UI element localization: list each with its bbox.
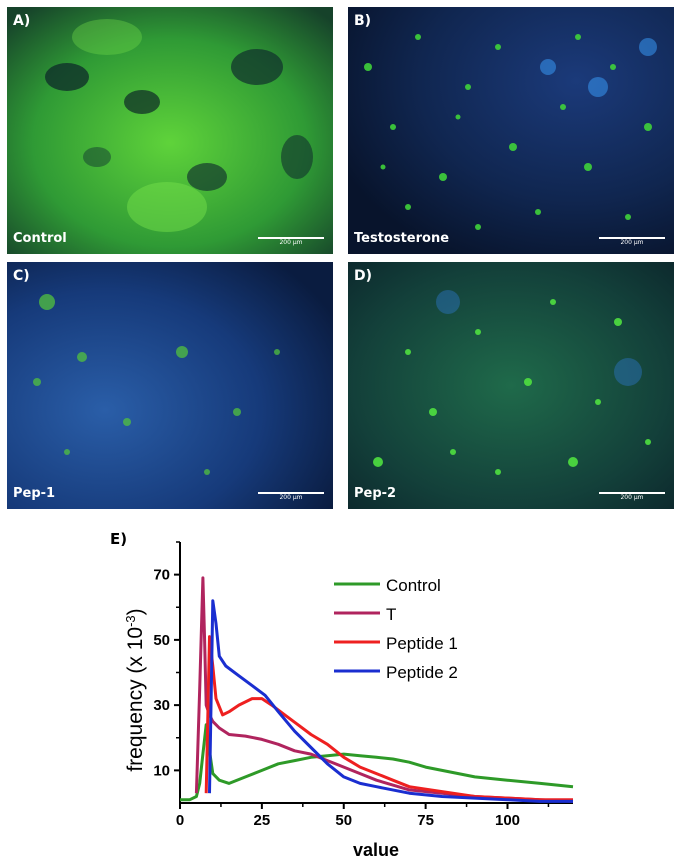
legend-label: Peptide 2 xyxy=(386,663,458,682)
x-tick-label: 100 xyxy=(495,812,520,829)
y-tick-label: 10 xyxy=(153,762,170,779)
y-tick-label: 70 xyxy=(153,567,170,584)
micrograph-panel-b: B) Testosterone 200 μm xyxy=(348,7,674,254)
scale-bar-label: 200 μm xyxy=(620,494,644,501)
chart-svg: E) 0 25 50 75 100 10 30 50 70 Control T Peptide 1 P… xyxy=(110,530,574,860)
chart-panel-letter: E) xyxy=(110,530,127,548)
micrograph-panel-a: A) Control 200 μm xyxy=(7,7,333,254)
panel-label: Testosterone xyxy=(354,231,450,246)
x-tick-label: 75 xyxy=(417,812,434,829)
panel-label: Pep-2 xyxy=(354,486,397,501)
legend-label: Peptide 1 xyxy=(386,634,458,653)
y-tick-label: 30 xyxy=(153,697,170,714)
legend-label: Control xyxy=(386,576,441,595)
series-line-peptide-1 xyxy=(204,635,573,802)
series-line-peptide-2 xyxy=(208,599,573,803)
legend-label: T xyxy=(386,605,396,624)
chart-series-lines xyxy=(180,576,574,803)
series-line-control xyxy=(180,723,574,802)
scale-bar-label: 200 μm xyxy=(279,494,303,501)
scale-bar: 200 μm xyxy=(258,492,324,504)
panel-letter: A) xyxy=(13,13,31,29)
y-axis-label: frequency (x 10-3) xyxy=(123,608,148,771)
x-tick-label: 25 xyxy=(254,812,271,829)
scale-bar: 200 μm xyxy=(258,237,324,249)
x-tick-label: 0 xyxy=(176,812,184,829)
micrograph-image-c xyxy=(7,262,333,509)
scale-bar-label: 200 μm xyxy=(279,239,303,246)
scale-bar: 200 μm xyxy=(599,492,665,504)
scale-bar-label: 200 μm xyxy=(620,239,644,246)
panel-letter: D) xyxy=(354,268,373,284)
micrograph-image-d xyxy=(348,262,674,509)
scale-bar: 200 μm xyxy=(599,237,665,249)
chart-axes: 0 25 50 75 100 10 30 50 70 xyxy=(153,541,573,829)
micrograph-panel-d: D) Pep-2 200 μm xyxy=(348,262,674,509)
micrograph-panel-c: C) Pep-1 200 μm xyxy=(7,262,333,509)
micrograph-image-a xyxy=(7,7,333,254)
panel-letter: C) xyxy=(13,268,30,284)
histogram-chart: E) 0 25 50 75 100 10 30 50 70 Control T Peptide 1 P… xyxy=(0,522,681,866)
series-line-t xyxy=(194,576,574,803)
x-axis-label: value xyxy=(353,840,399,860)
chart-legend: Control T Peptide 1 Peptide 2 xyxy=(334,576,458,682)
y-tick-label: 50 xyxy=(153,632,170,649)
panel-letter: B) xyxy=(354,13,372,29)
panel-label: Control xyxy=(13,231,67,246)
panel-label: Pep-1 xyxy=(13,486,56,501)
x-tick-label: 50 xyxy=(335,812,352,829)
micrograph-image-b xyxy=(348,7,674,254)
